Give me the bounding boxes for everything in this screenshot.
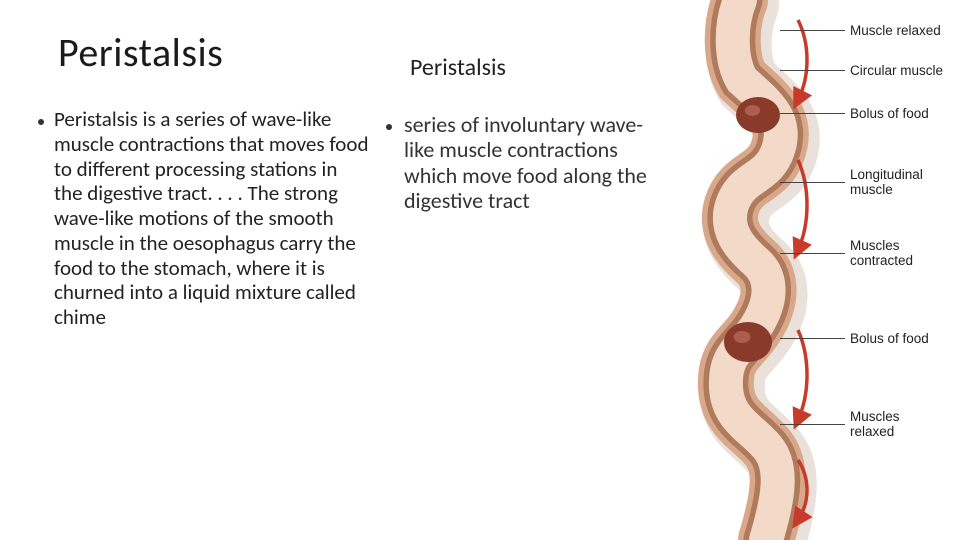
right-column: Muscle relaxed Circular muscle Bolus of fo… (650, 0, 960, 540)
diagram-label: Musclescontracted (850, 239, 913, 269)
flow-arrow-icon (798, 330, 807, 420)
mid-body-text: series of involuntary wave-like muscle c… (404, 112, 650, 213)
leader-line (780, 338, 845, 339)
left-bullet-row: Peristalsis is a series of wave-like mus… (38, 107, 370, 330)
diagram-label: Bolus of food (850, 106, 929, 121)
peristalsis-diagram: Muscle relaxed Circular muscle Bolus of fo… (650, 0, 960, 540)
diagram-label: Musclesrelaxed (850, 410, 900, 440)
diagram-label: Bolus of food (850, 331, 929, 346)
leader-line (780, 70, 845, 71)
bolus-icon (724, 322, 772, 362)
leader-line (780, 253, 845, 254)
middle-column: Peristalsis series of involuntary wave-l… (380, 0, 650, 540)
esophagus-svg (670, 0, 830, 540)
leader-line (780, 424, 845, 425)
embedded-title: Peristalsis (410, 53, 650, 82)
page-title: Peristalsis (58, 28, 370, 77)
diagram-label: Longitudinalmuscle (850, 168, 923, 198)
diagram-label: Muscle relaxed (850, 23, 941, 38)
left-column: Peristalsis Peristalsis is a series of w… (0, 0, 380, 540)
diagram-label: Circular muscle (850, 63, 943, 78)
leader-line (780, 30, 845, 31)
bullet-icon (386, 124, 392, 130)
left-body-text: Peristalsis is a series of wave-like mus… (54, 107, 370, 330)
slide-root: Peristalsis Peristalsis is a series of w… (0, 0, 960, 540)
bolus-icon (736, 97, 780, 133)
leader-line (780, 182, 845, 183)
mid-bullet-row: series of involuntary wave-like muscle c… (386, 112, 650, 213)
leader-line (780, 113, 845, 114)
bullet-icon (38, 119, 44, 125)
